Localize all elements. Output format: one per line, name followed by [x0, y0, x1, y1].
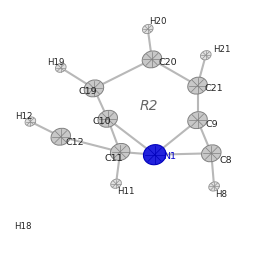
Ellipse shape: [200, 50, 211, 60]
Ellipse shape: [25, 117, 36, 126]
Text: C10: C10: [93, 117, 111, 126]
Ellipse shape: [84, 80, 104, 97]
Text: H8: H8: [215, 190, 227, 199]
Ellipse shape: [143, 24, 153, 34]
Ellipse shape: [142, 51, 162, 68]
Text: C12: C12: [66, 138, 84, 147]
Ellipse shape: [111, 179, 121, 188]
Ellipse shape: [56, 63, 66, 72]
Text: H21: H21: [213, 45, 230, 54]
Text: H20: H20: [149, 17, 167, 26]
Text: C19: C19: [79, 87, 97, 96]
Text: C21: C21: [205, 84, 223, 93]
Ellipse shape: [110, 143, 130, 160]
Ellipse shape: [188, 112, 207, 129]
Ellipse shape: [209, 182, 219, 191]
Ellipse shape: [188, 77, 207, 94]
Ellipse shape: [201, 145, 221, 162]
Text: C9: C9: [205, 120, 218, 129]
Ellipse shape: [98, 110, 117, 127]
Text: H19: H19: [47, 58, 64, 67]
Text: H11: H11: [117, 187, 135, 196]
Text: C8: C8: [219, 156, 232, 165]
Ellipse shape: [143, 145, 166, 165]
Ellipse shape: [51, 128, 71, 145]
Text: H18: H18: [14, 222, 31, 231]
Text: N1: N1: [163, 151, 176, 161]
Text: C11: C11: [105, 154, 124, 163]
Text: H12: H12: [15, 112, 33, 121]
Text: R2: R2: [140, 99, 158, 113]
Text: C20: C20: [158, 58, 177, 67]
